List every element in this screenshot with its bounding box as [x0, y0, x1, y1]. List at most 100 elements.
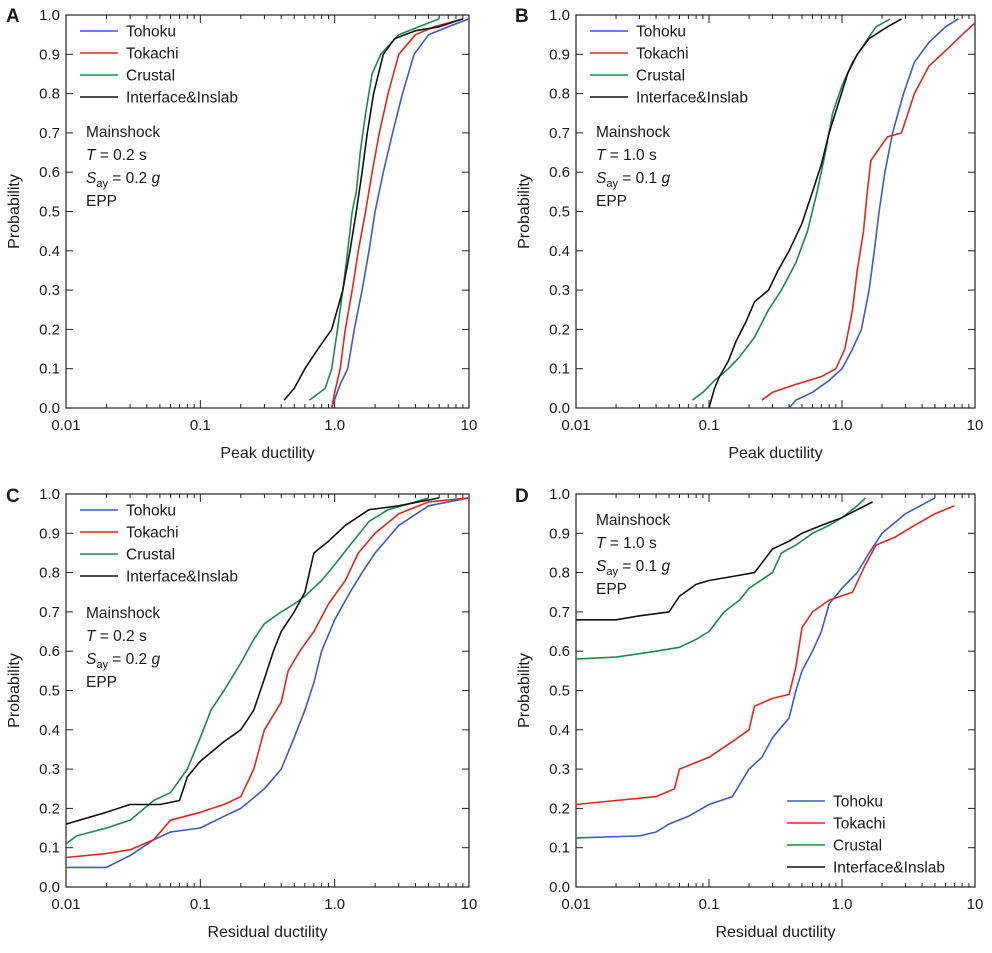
annotation-period: T = 1.0 s [596, 147, 657, 164]
y-tick-label: 0.8 [549, 86, 570, 103]
x-tick-label: 0.1 [190, 896, 211, 913]
series-line-tokachi [761, 22, 975, 401]
series-line-tohoku [66, 497, 469, 869]
plot-frame-d [575, 493, 976, 888]
annotation-a: Mainshock T = 0.2 s Say = 0.2 g EPP [86, 124, 161, 210]
annotation-period: T = 0.2 s [86, 147, 147, 164]
annotation-yield: Say = 0.2 g [86, 651, 161, 671]
annotation-mainshock: Mainshock [596, 512, 670, 529]
legend-label: Tohoku [636, 24, 686, 41]
x-tick-label: 0.01 [51, 417, 80, 434]
y-tick-label: 0.2 [39, 321, 60, 338]
legend-label: Interface&Inslab [126, 90, 238, 107]
x-tick-label: 0.01 [561, 417, 590, 434]
y-tick-label: 0.7 [39, 125, 60, 142]
x-tick-label: 0.01 [561, 896, 590, 913]
y-tick-label: 0.6 [549, 164, 570, 181]
legend-label: Crustal [636, 68, 685, 85]
y-tick-label: 0.1 [39, 361, 60, 378]
panel-d: D 0.01 0.1 1.0 10 0.0 0.1 0.2 0.3 0.4 0.5 0.6 0.7 0.8… [515, 486, 983, 941]
annotation-mainshock: Mainshock [86, 605, 160, 622]
x-tick-label: 10 [967, 417, 984, 434]
series-line-tokachi [576, 505, 955, 806]
y-tick-label: 0.3 [39, 282, 60, 299]
x-tick-label: 0.01 [51, 896, 80, 913]
panel-c: C 0.01 0.1 1.0 10 0.0 0.1 0.2 0.3 0.4 0.5 0.6 0.7 0.8… [6, 486, 477, 941]
y-tick-label: 0.1 [549, 840, 570, 857]
y-tick-label: 0.2 [549, 800, 570, 817]
legend-label: Tokachi [126, 46, 179, 63]
y-tick-label: 0.9 [39, 46, 60, 63]
panel-a: A 0.01 0.1 1.0 10 0.0 0.1 0.2 0.3 0.4 0.5 0.6 0.7 0.8… [6, 6, 477, 462]
annotation-model: EPP [86, 674, 117, 691]
x-tick-label: 10 [967, 896, 984, 913]
y-tick-label: 0.5 [39, 204, 60, 221]
y-tick-label: 0.4 [549, 243, 570, 260]
y-tick-label: 0.2 [549, 321, 570, 338]
y-tick-label: 0.3 [549, 282, 570, 299]
legend-label: Crustal [833, 838, 882, 855]
legend-label: Crustal [126, 68, 175, 85]
x-tick-label: 10 [461, 417, 478, 434]
y-tick-label: 0.4 [549, 722, 570, 739]
series-line-crustal [691, 18, 891, 401]
legend-label: Tohoku [126, 503, 176, 520]
y-tick-label: 0.5 [39, 683, 60, 700]
y-tick-label: 0.4 [39, 722, 60, 739]
x-tick-label: 10 [461, 896, 478, 913]
annotation-period: T = 0.2 s [86, 628, 147, 645]
y-tick-label: 0.0 [549, 879, 570, 896]
x-tick-label: 1.0 [832, 896, 853, 913]
y-tick-label: 0.5 [549, 683, 570, 700]
y-axis-label: Probability [6, 653, 23, 728]
x-tick-label: 0.1 [699, 417, 720, 434]
y-tick-label: 0.6 [39, 643, 60, 660]
legend-label: Interface&Inslab [833, 860, 945, 877]
annotation-model: EPP [596, 581, 627, 598]
y-tick-label: 0.3 [549, 761, 570, 778]
y-tick-label: 0.9 [549, 525, 570, 542]
x-tick-label: 1.0 [832, 417, 853, 434]
x-tick-label: 1.0 [324, 417, 345, 434]
series-line-interface-inslab [576, 501, 873, 621]
legend-label: Tokachi [636, 46, 689, 63]
y-tick-label: 0.6 [549, 643, 570, 660]
annotation-model: EPP [86, 193, 117, 210]
annotation-yield: Say = 0.2 g [86, 170, 161, 190]
y-tick-label: 0.8 [39, 565, 60, 582]
panel-b: B 0.01 0.1 1.0 10 0.0 0.1 0.2 0.3 0.4 0.5 0.6 0.7 0.8… [515, 6, 983, 462]
legend-a: Tohoku Tokachi Crustal Interface&Inslab [80, 24, 238, 107]
series-line-interface-inslab [708, 18, 902, 408]
annotation-yield: Say = 0.1 g [596, 170, 671, 190]
series-line-tokachi [330, 18, 464, 408]
panel-letter-b: B [515, 6, 529, 27]
series-line-crustal [309, 18, 440, 401]
legend-label: Tohoku [833, 794, 883, 811]
legend-b: Tohoku Tokachi Crustal Interface&Inslab [590, 24, 748, 107]
legend-label: Interface&Inslab [636, 90, 748, 107]
series-line-crustal [576, 497, 866, 660]
y-tick-label: 0.9 [39, 525, 60, 542]
y-tick-label: 0.1 [39, 840, 60, 857]
series-line-tohoku [788, 18, 959, 408]
annotation-period: T = 1.0 s [596, 535, 657, 552]
series-line-crustal [66, 497, 429, 845]
y-axis-label: Probability [516, 174, 533, 249]
y-tick-label: 0.7 [39, 604, 60, 621]
y-tick-label: 0.7 [549, 125, 570, 142]
legend-label: Interface&Inslab [126, 569, 238, 586]
annotation-model: EPP [596, 193, 627, 210]
x-axis-label: Peak ductility [220, 445, 314, 462]
annotation-mainshock: Mainshock [86, 124, 160, 141]
series-line-tohoku [330, 18, 469, 408]
x-axis-label: Residual ductility [207, 924, 327, 941]
y-tick-label: 0.5 [549, 204, 570, 221]
x-tick-label: 0.1 [699, 896, 720, 913]
panel-letter-c: C [6, 486, 20, 507]
y-tick-label: 0.4 [39, 243, 60, 260]
series-line-tokachi [66, 497, 469, 859]
annotation-d: Mainshock T = 1.0 s Say = 0.1 g EPP [596, 512, 671, 598]
series-line-tohoku [576, 497, 936, 839]
x-axis-label: Residual ductility [715, 924, 835, 941]
